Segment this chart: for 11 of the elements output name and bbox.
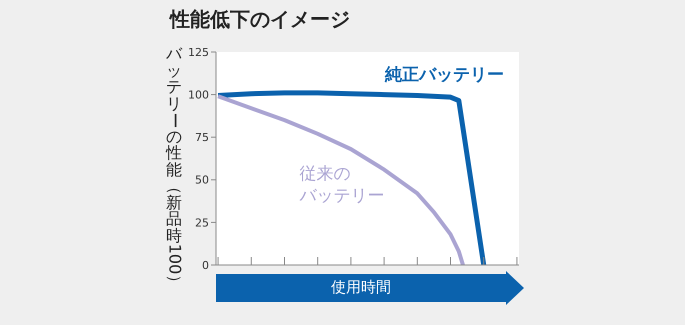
y-tick-label: 25 <box>195 216 209 230</box>
chart-title: 性能低下のイメージ <box>170 6 350 33</box>
y-tick-label: 0 <box>202 258 209 272</box>
x-axis-title: 使用時間 <box>330 278 392 297</box>
text: バッテリーの性能（新品時100） <box>165 44 184 290</box>
y-tick-label: 125 <box>188 46 209 59</box>
y-tick-label: 100 <box>188 88 209 102</box>
series-label: 従来のバッテリー <box>299 162 386 207</box>
y-tick-label: 75 <box>195 131 209 144</box>
y-tick-label: 50 <box>195 174 209 187</box>
series-label: 純正バッテリー <box>385 64 504 86</box>
